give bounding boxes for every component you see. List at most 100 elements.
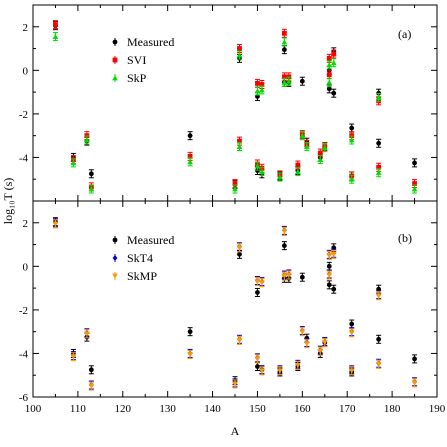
data-point <box>349 123 355 133</box>
data-point <box>281 271 288 281</box>
data-point <box>236 142 243 152</box>
legend-item: SkP <box>112 71 147 85</box>
data-point <box>259 278 265 288</box>
point-marker <box>376 140 382 146</box>
legend-marker <box>112 75 118 81</box>
point-marker <box>326 72 332 78</box>
y-tick-label: -2 <box>19 109 28 121</box>
data-point <box>331 88 337 98</box>
point-marker <box>348 137 355 143</box>
y-tick-label: 2 <box>23 22 29 34</box>
point-marker <box>52 221 59 227</box>
point-marker <box>52 33 59 39</box>
point-marker <box>236 52 243 58</box>
point-marker <box>295 162 301 168</box>
point-marker <box>412 356 417 362</box>
point-marker <box>299 78 305 84</box>
point-marker <box>331 51 337 57</box>
point-marker <box>286 78 292 84</box>
x-tick-label: 170 <box>339 403 356 415</box>
data-point <box>254 277 261 287</box>
panel-a-x-ticks <box>32 5 438 201</box>
point-marker <box>236 337 243 344</box>
data-point <box>187 350 193 360</box>
point-marker <box>236 245 243 251</box>
data-point <box>326 270 333 280</box>
data-point <box>299 131 306 141</box>
data-point <box>88 381 95 391</box>
point-marker <box>232 181 238 186</box>
y-tick-label: -2 <box>19 305 28 317</box>
panel-a-y-ticks: -4 -2 0 2 <box>19 4 437 202</box>
point-marker <box>88 186 95 192</box>
x-tick-label: 150 <box>249 403 266 415</box>
point-marker <box>84 137 90 143</box>
point-marker <box>255 364 260 369</box>
y-tick-label: 0 <box>23 261 29 273</box>
point-marker <box>281 243 287 249</box>
point-marker <box>88 367 94 373</box>
y-tick-label: 0 <box>23 65 29 77</box>
data-point <box>254 86 261 96</box>
legend-item: SkMP <box>112 269 157 283</box>
data-point <box>348 174 355 184</box>
point-marker <box>84 331 90 337</box>
data-point <box>326 77 333 87</box>
point-marker <box>255 81 260 86</box>
point-marker <box>254 279 261 285</box>
data-point <box>299 76 305 86</box>
point-marker <box>349 321 355 327</box>
data-point <box>52 219 59 229</box>
panel-a: -4 -2 0 2 (a) Measured SVI SkP <box>19 4 438 202</box>
y-tick-label: -4 <box>19 348 29 360</box>
point-marker <box>281 229 288 235</box>
legend-marker <box>112 57 118 63</box>
data-point <box>281 77 288 87</box>
point-marker <box>286 272 292 278</box>
panel-a-label: (a) <box>398 27 411 41</box>
x-tick-label: 160 <box>294 403 311 415</box>
data-point <box>70 158 77 168</box>
point-marker <box>411 186 418 192</box>
point-marker <box>255 290 260 295</box>
data-point <box>331 49 337 59</box>
point-marker <box>187 329 193 335</box>
data-point <box>254 78 260 88</box>
point-marker <box>304 341 310 347</box>
point-marker <box>317 150 323 156</box>
point-marker <box>187 153 193 159</box>
legend-item: Measured <box>112 233 174 247</box>
legend-marker <box>112 273 118 279</box>
data-point <box>254 354 261 364</box>
point-marker <box>326 253 333 259</box>
data-point <box>411 378 418 388</box>
legend-label: SkMP <box>127 269 157 283</box>
point-marker <box>326 79 333 85</box>
point-marker <box>259 280 265 286</box>
x-tick-label: 100 <box>25 403 42 415</box>
data-point <box>236 335 243 345</box>
x-tick-label: 130 <box>159 403 176 415</box>
data-point <box>232 184 238 194</box>
point-marker <box>317 348 324 355</box>
data-point <box>317 346 324 356</box>
point-marker <box>237 251 242 257</box>
data-point <box>277 366 283 376</box>
point-marker <box>281 39 288 45</box>
data-point <box>236 50 243 60</box>
point-marker <box>331 90 337 96</box>
point-marker <box>187 133 193 139</box>
legend-item: Measured <box>112 35 174 49</box>
legend-marker <box>112 39 118 45</box>
data-point <box>88 169 94 179</box>
data-point <box>326 84 332 94</box>
data-point <box>52 32 59 42</box>
panel-a-marks <box>52 20 418 194</box>
y-tick-label: -6 <box>19 392 29 404</box>
panel-b-label: (b) <box>398 231 412 245</box>
data-point <box>286 76 292 86</box>
data-point <box>259 167 265 177</box>
point-marker <box>254 163 261 169</box>
point-marker <box>281 79 288 85</box>
